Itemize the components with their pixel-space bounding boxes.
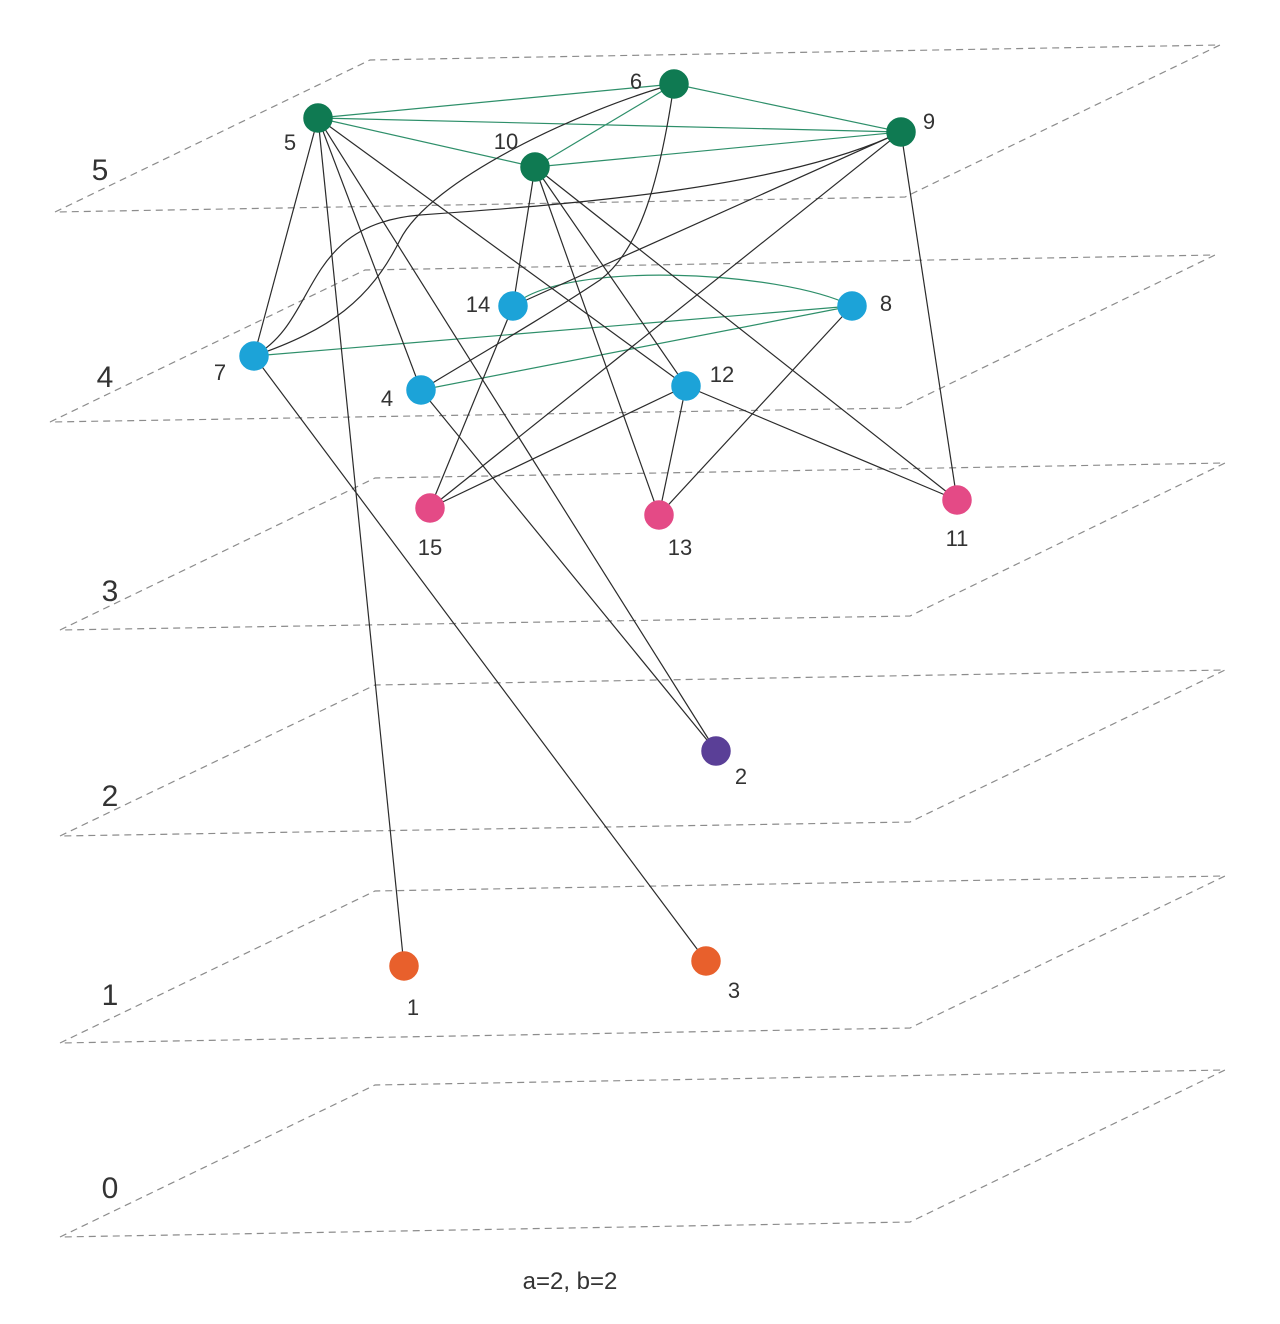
layer-plane-4 xyxy=(49,254,1216,423)
layer-planes xyxy=(49,44,1226,1238)
node-label-15: 15 xyxy=(418,535,442,560)
node-label-2: 2 xyxy=(735,764,747,789)
edge-12-13 xyxy=(658,385,687,516)
node-1 xyxy=(389,951,419,981)
node-label-11: 11 xyxy=(946,526,969,551)
node-12 xyxy=(671,371,701,401)
edge-5-6 xyxy=(317,83,675,119)
edge-5-9 xyxy=(317,117,902,133)
node-7 xyxy=(239,341,269,371)
edge-6-4 xyxy=(420,83,675,391)
layer-label-4: 4 xyxy=(97,361,114,394)
edge-6-9 xyxy=(673,83,902,133)
edge-6-10 xyxy=(534,83,675,168)
node-15 xyxy=(415,493,445,523)
layer-label-0: 0 xyxy=(102,1172,119,1205)
layer-label-1: 1 xyxy=(102,979,119,1012)
node-8 xyxy=(837,291,867,321)
node-9 xyxy=(886,117,916,147)
edge-5-10 xyxy=(317,117,536,168)
node-label-12: 12 xyxy=(710,362,734,387)
node-label-6: 6 xyxy=(630,69,642,94)
node-2 xyxy=(701,736,731,766)
edge-12-11 xyxy=(685,385,958,501)
edge-12-15 xyxy=(429,385,687,509)
edge-9-14 xyxy=(512,131,902,307)
layer-plane-3 xyxy=(59,462,1226,631)
node-label-7: 7 xyxy=(214,360,226,385)
edge-4-2 xyxy=(420,389,717,752)
edge-9-7 xyxy=(253,131,902,357)
edge-5-2 xyxy=(317,117,717,752)
edge-4-8 xyxy=(420,305,853,391)
node-label-3: 3 xyxy=(728,978,740,1003)
edge-5-4 xyxy=(317,117,422,391)
node-label-14: 14 xyxy=(466,292,490,317)
node-label-10: 10 xyxy=(494,129,518,154)
layer-plane-1 xyxy=(59,875,1226,1044)
edge-5-1 xyxy=(317,117,405,967)
edge-5-12 xyxy=(317,117,687,387)
node-label-5: 5 xyxy=(284,130,296,155)
node-label-9: 9 xyxy=(923,109,935,134)
layer-labels: 5 4 3 2 1 0 xyxy=(92,154,119,1205)
edge-8-13 xyxy=(658,305,853,516)
node-label-13: 13 xyxy=(668,535,692,560)
graph-edges xyxy=(253,83,958,967)
node-label-1: 1 xyxy=(407,995,419,1020)
layer-label-5: 5 xyxy=(92,154,109,187)
node-4 xyxy=(406,375,436,405)
edge-10-13 xyxy=(534,166,660,516)
node-label-4: 4 xyxy=(381,386,393,411)
edge-9-15 xyxy=(429,131,902,509)
layer-label-2: 2 xyxy=(102,780,119,813)
node-13 xyxy=(644,500,674,530)
parameter-caption: a=2, b=2 xyxy=(523,1268,618,1295)
edge-14-15 xyxy=(429,305,514,509)
node-6 xyxy=(659,69,689,99)
graph-nodes xyxy=(239,69,972,981)
layer-plane-2 xyxy=(59,669,1226,837)
layer-plane-5 xyxy=(54,44,1221,213)
node-3 xyxy=(691,946,721,976)
edge-6-7 xyxy=(253,83,675,357)
edge-14-8 xyxy=(512,274,853,307)
edge-10-12 xyxy=(534,166,687,387)
edge-5-7 xyxy=(253,117,319,357)
edge-10-11 xyxy=(534,166,958,501)
edge-9-11 xyxy=(900,131,958,501)
node-label-8: 8 xyxy=(880,291,892,316)
node-5 xyxy=(303,103,333,133)
layer-label-3: 3 xyxy=(102,575,119,608)
edge-10-9 xyxy=(534,131,902,168)
layer-plane-0 xyxy=(59,1069,1226,1238)
node-14 xyxy=(498,291,528,321)
node-10 xyxy=(520,152,550,182)
node-11 xyxy=(942,485,972,515)
edge-7-3 xyxy=(253,355,707,962)
edge-7-8 xyxy=(253,305,853,357)
edge-10-14 xyxy=(512,166,536,307)
